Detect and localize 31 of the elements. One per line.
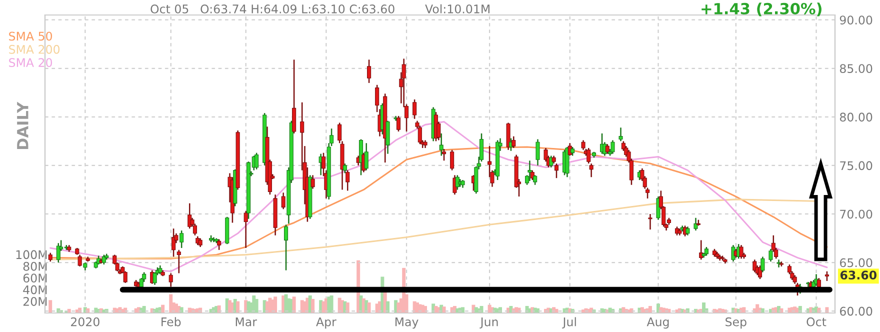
y-tick-label: 85.00 xyxy=(840,64,872,74)
annotation: +1.43 (2.30%) xyxy=(702,2,822,16)
y-tick-label: 70.00 xyxy=(840,210,872,219)
x-tick-label: Jul xyxy=(562,317,576,328)
text: SMA 50 xyxy=(9,32,52,41)
text: SMA 20 xyxy=(9,58,52,68)
y-tick-label: 90.00 xyxy=(840,16,872,25)
x-tick-label: Oct xyxy=(806,317,826,326)
y-tick-label: 75.00 xyxy=(840,161,872,170)
text: O:63.74 H:64.09 L:63.10 C:63.60 xyxy=(200,4,394,14)
text: SMA 200 xyxy=(9,44,60,54)
y2-tick-label: 60M xyxy=(23,274,47,283)
text: Vol:10.01M xyxy=(425,4,490,14)
x-tick-label: Sep xyxy=(726,317,746,329)
y-tick-label: 80.00 xyxy=(840,112,872,122)
x-tick-label: Mar xyxy=(236,318,257,326)
x-tick-label: Apr xyxy=(316,318,336,329)
x-tick-label: Aug xyxy=(646,318,669,329)
y2-tick-label: 40M xyxy=(23,285,47,294)
y2-tick-label: 20M xyxy=(23,297,47,306)
x-tick-label: Jun xyxy=(480,318,498,328)
y-tick-label: 60.00 xyxy=(840,306,872,316)
x-tick-label: Feb xyxy=(162,317,181,326)
text: Oct 05 xyxy=(150,4,188,14)
x-tick-label: 2020 xyxy=(71,317,100,326)
x-tick-label: May xyxy=(395,318,418,329)
y-tick-label: 65.00 xyxy=(840,258,872,268)
annotation: 63.60 xyxy=(840,270,877,280)
text: DAILY xyxy=(17,102,28,150)
y2-tick-label: 80M xyxy=(23,262,47,271)
y2-tick-label: 100M xyxy=(16,250,47,260)
